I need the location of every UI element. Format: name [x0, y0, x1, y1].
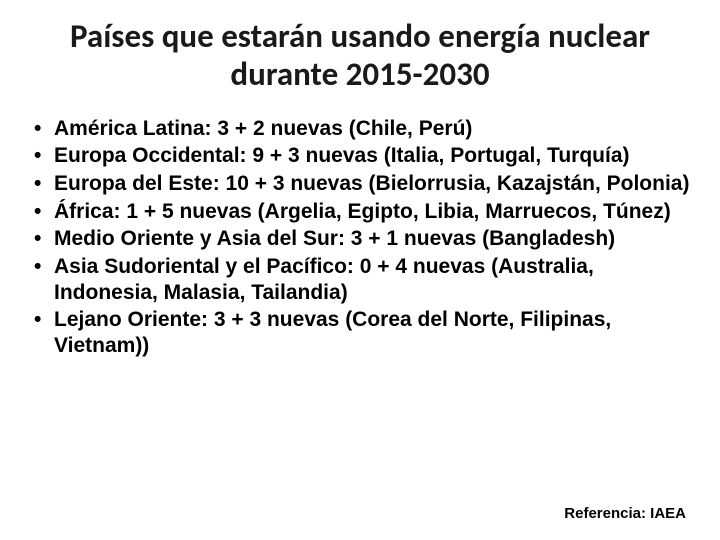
list-item: Europa del Este: 10 + 3 nuevas (Bielorru… [28, 171, 692, 197]
reference-text: Referencia: IAEA [564, 505, 686, 522]
bullet-list: América Latina: 3 + 2 nuevas (Chile, Per… [28, 116, 692, 358]
list-item: Europa Occidental: 9 + 3 nuevas (Italia,… [28, 143, 692, 169]
slide-title: Países que estarán usando energía nuclea… [28, 18, 692, 94]
list-item: América Latina: 3 + 2 nuevas (Chile, Per… [28, 116, 692, 142]
list-item: Lejano Oriente: 3 + 3 nuevas (Corea del … [28, 307, 692, 358]
list-item: Asia Sudoriental y el Pacífico: 0 + 4 nu… [28, 254, 692, 305]
list-item: África: 1 + 5 nuevas (Argelia, Egipto, L… [28, 199, 692, 225]
list-item: Medio Oriente y Asia del Sur: 3 + 1 nuev… [28, 226, 692, 252]
